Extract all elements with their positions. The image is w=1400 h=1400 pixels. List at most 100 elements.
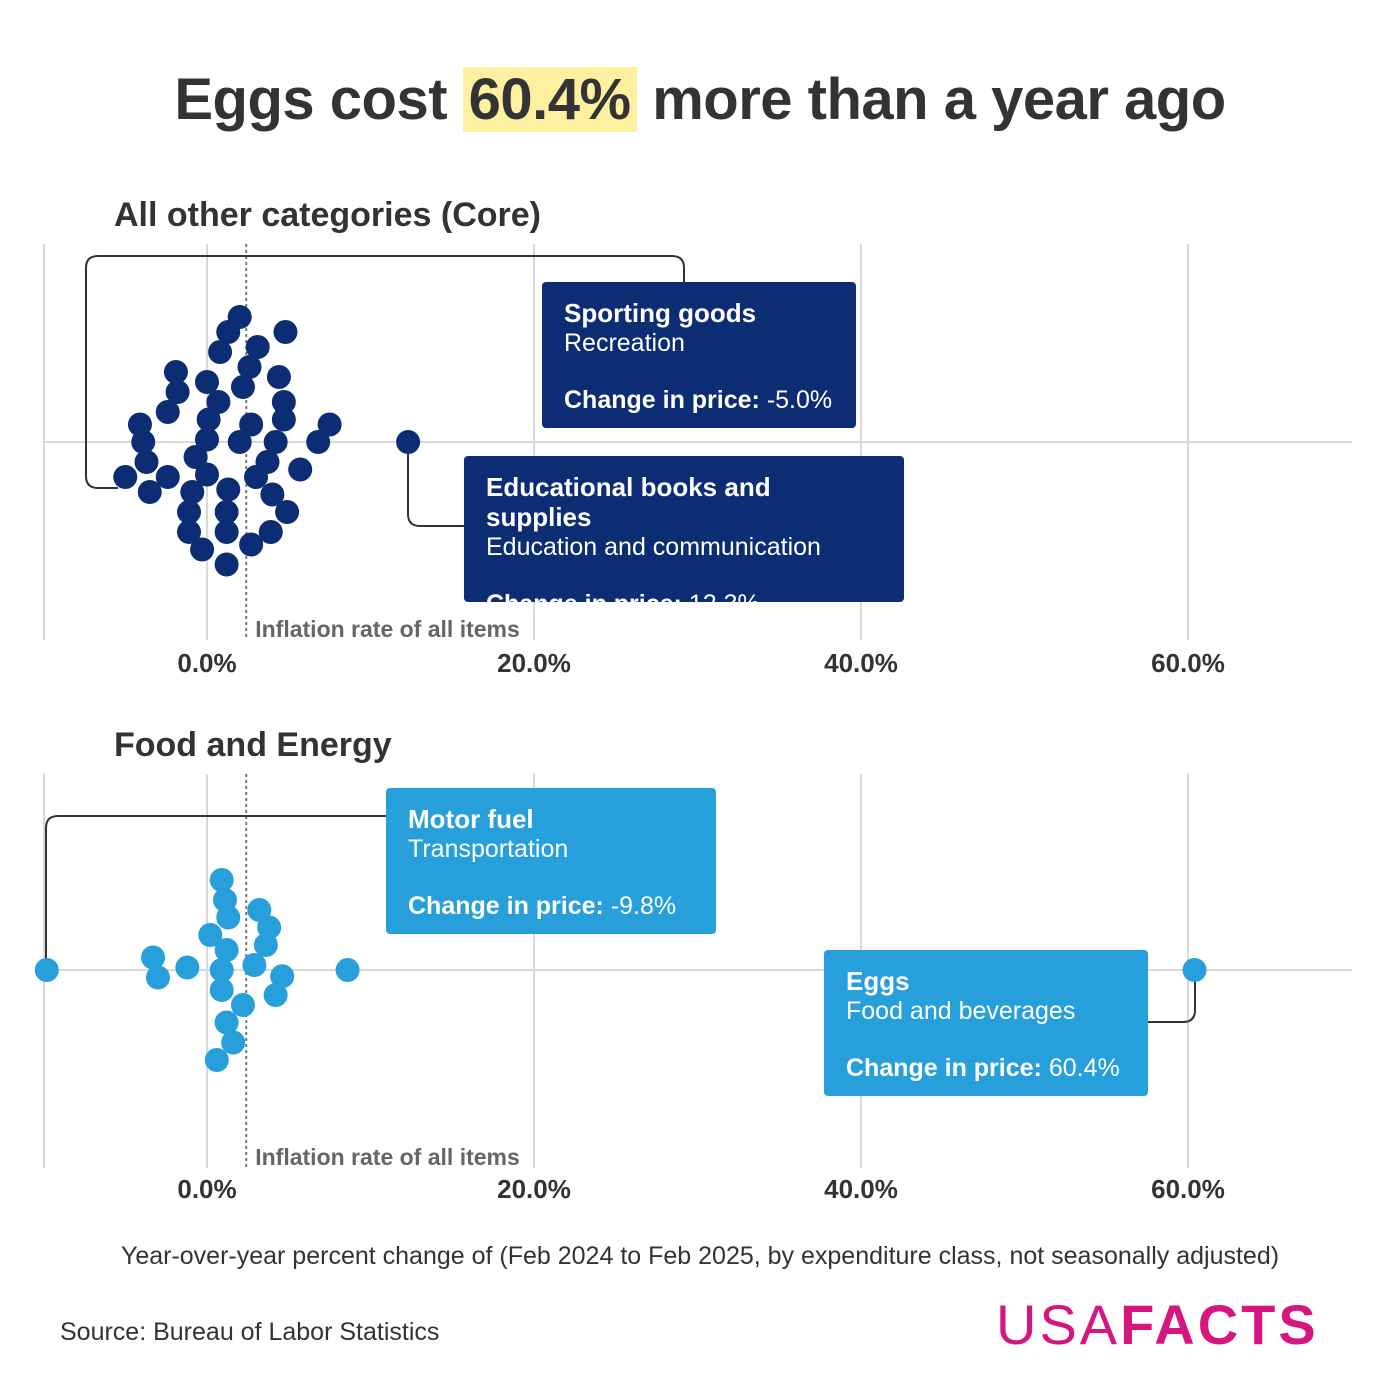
data-point-highlighted — [34, 958, 59, 982]
callout-sporting-goods: Sporting goods Recreation Change in pric… — [542, 282, 856, 428]
data-point — [260, 482, 285, 507]
data-point — [263, 430, 288, 454]
data-point — [195, 427, 219, 452]
data-point-highlighted — [396, 430, 421, 454]
data-point — [180, 480, 205, 504]
chart-title: Eggs cost 60.4% more than a year ago — [0, 66, 1400, 133]
callout-category: Food and beverages — [846, 997, 1076, 1025]
x-tick-label: 60.0% — [1151, 648, 1225, 678]
data-point — [214, 500, 239, 524]
inflation-reference-label: Inflation rate of all items — [255, 616, 520, 642]
callout-change-value: -5.0% — [766, 386, 833, 414]
data-point — [253, 933, 278, 957]
callout-change-value: -9.8% — [610, 892, 677, 920]
data-point — [214, 1010, 239, 1035]
logo-part1: USA — [996, 1293, 1121, 1356]
callout-change: Change in price: -9.8% — [408, 892, 694, 921]
data-point — [214, 520, 239, 544]
data-point — [273, 320, 298, 344]
data-point — [237, 355, 262, 379]
data-point — [214, 552, 239, 577]
callout-educational-books: Educational books and supplies Education… — [464, 456, 904, 618]
data-point — [271, 407, 296, 432]
data-point-highlighted — [113, 465, 138, 489]
callout-change: Change in price: 60.4% — [846, 1054, 1126, 1083]
callout-change-label: Change in price: — [846, 1054, 1042, 1082]
x-tick-label: 20.0% — [497, 1174, 571, 1204]
data-point — [131, 430, 156, 454]
data-point — [242, 953, 267, 977]
data-point — [195, 370, 219, 394]
usafacts-logo: USAFACTS — [996, 1292, 1319, 1357]
data-point — [266, 365, 291, 389]
data-point — [155, 400, 180, 424]
data-point — [209, 978, 234, 1002]
data-point — [145, 965, 170, 990]
footnote: Year-over-year percent change of (Feb 20… — [120, 1242, 1280, 1270]
x-tick-label: 0.0% — [177, 1174, 236, 1204]
callout-change: Change in price: -5.0% — [564, 386, 834, 415]
data-point — [141, 945, 166, 970]
data-point — [183, 445, 208, 469]
data-point — [230, 993, 255, 1017]
source-note: Source: Bureau of Labor Statistics — [60, 1318, 440, 1346]
callout-name: Motor fuel — [408, 804, 534, 834]
callout-name: Educational books and supplies — [486, 472, 771, 532]
data-point — [306, 430, 331, 454]
data-point — [335, 958, 360, 982]
educational-books-leader — [407, 442, 464, 527]
callout-motor-fuel: Motor fuel Transportation Change in pric… — [386, 788, 716, 934]
data-point — [239, 532, 264, 557]
data-point — [209, 958, 234, 982]
data-point — [230, 375, 255, 399]
data-point — [165, 380, 190, 404]
data-point — [214, 938, 239, 962]
callout-change-label: Change in price: — [486, 590, 682, 618]
data-point — [221, 1030, 246, 1055]
data-point-highlighted — [1182, 958, 1207, 982]
data-point — [196, 407, 221, 432]
inflation-reference-label: Inflation rate of all items — [255, 1144, 520, 1170]
x-tick-label: 40.0% — [824, 1174, 898, 1204]
data-point — [288, 457, 313, 482]
callout-change: Change in price: 12.3% — [486, 590, 882, 619]
data-point — [155, 465, 180, 489]
data-point — [271, 390, 296, 414]
data-point — [198, 923, 223, 947]
callout-name: Eggs — [846, 966, 910, 996]
x-tick-label: 0.0% — [177, 648, 236, 678]
data-point — [247, 898, 272, 922]
data-point — [177, 500, 202, 524]
callout-change-value: 60.4% — [1048, 1054, 1120, 1082]
logo-part2: FACTS — [1120, 1293, 1319, 1356]
data-point — [195, 462, 219, 487]
data-point — [216, 905, 241, 930]
data-point — [177, 520, 202, 544]
data-point — [208, 340, 233, 364]
data-point — [137, 480, 162, 504]
motor-fuel-leader — [45, 815, 386, 962]
data-point — [258, 520, 283, 544]
callout-eggs: Eggs Food and beverages Change in price:… — [824, 950, 1148, 1096]
title-highlight: 60.4% — [462, 67, 637, 132]
callout-category: Recreation — [564, 329, 685, 357]
data-point — [263, 983, 288, 1007]
data-point — [206, 390, 231, 414]
food-energy-panel-title: Food and Energy — [114, 726, 392, 764]
callout-change-value: 12.3% — [688, 590, 760, 618]
data-point — [270, 964, 295, 989]
callout-category: Education and communication — [486, 533, 821, 561]
core-panel-title: All other categories (Core) — [114, 196, 541, 234]
data-point — [317, 412, 342, 437]
data-point — [244, 465, 269, 489]
data-point — [216, 477, 241, 502]
data-point — [134, 450, 159, 474]
data-point — [175, 955, 200, 980]
callout-change-label: Change in price: — [408, 892, 604, 920]
callout-name: Sporting goods — [564, 298, 757, 328]
data-point — [239, 412, 264, 437]
data-point — [227, 430, 252, 454]
x-tick-label: 20.0% — [497, 648, 571, 678]
x-tick-label: 60.0% — [1151, 1174, 1225, 1204]
